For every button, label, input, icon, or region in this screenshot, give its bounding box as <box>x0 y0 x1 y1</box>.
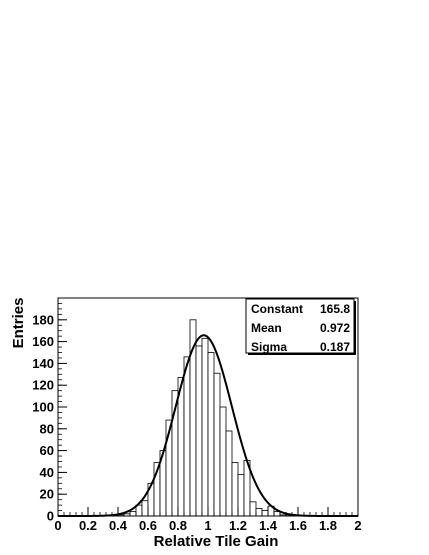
x-tick-label: 0.8 <box>169 518 187 533</box>
x-tick-label: 0 <box>54 518 61 533</box>
stats-value: 165.8 <box>320 302 350 316</box>
x-tick-label: 0.6 <box>139 518 157 533</box>
stats-value: 0.972 <box>320 321 350 335</box>
histogram-bin <box>220 407 226 516</box>
histogram-bin <box>232 463 238 516</box>
histogram-bin <box>184 357 190 516</box>
histogram-bin <box>238 475 244 516</box>
x-tick-label: 0.2 <box>79 518 97 533</box>
x-tick-label: 1.8 <box>319 518 337 533</box>
y-axis: 0 20 40 60 80 100 120 140 160 180 <box>32 298 67 524</box>
stats-value: 0.187 <box>320 340 350 354</box>
y-tick-label: 20 <box>40 487 54 502</box>
histogram-bin <box>202 338 208 516</box>
x-tick-label: 0.4 <box>109 518 128 533</box>
histogram-bin <box>208 353 214 517</box>
histogram-bin <box>130 512 136 516</box>
stats-label: Constant <box>251 302 303 316</box>
y-tick-label: 180 <box>32 312 54 327</box>
stats-label: Sigma <box>251 340 287 354</box>
y-tick-label: 100 <box>32 400 54 415</box>
histogram-bin <box>142 501 148 516</box>
histogram-bin <box>250 502 256 516</box>
x-tick-label: 1 <box>204 518 211 533</box>
x-axis: 0 0.2 0.4 0.6 0.8 1 1.2 1.4 1.6 1.8 2 <box>54 507 361 533</box>
y-tick-label: 140 <box>32 356 54 371</box>
y-tick-label: 40 <box>40 465 54 480</box>
x-tick-label: 1.4 <box>259 518 278 533</box>
histogram-bin <box>262 511 268 516</box>
histogram-bin <box>256 508 262 516</box>
histogram-bin <box>226 431 232 516</box>
x-tick-label: 2 <box>354 518 361 533</box>
x-axis-title: Relative Tile Gain <box>154 533 279 550</box>
histogram-bin <box>196 346 202 516</box>
y-axis-title: Entries <box>10 298 27 349</box>
y-tick-label: 120 <box>32 378 54 393</box>
y-tick-label: 160 <box>32 334 54 349</box>
histogram-bin <box>178 378 184 516</box>
x-tick-label: 1.6 <box>289 518 307 533</box>
y-tick-label: 0 <box>47 509 54 524</box>
x-tick-label: 1.2 <box>229 518 247 533</box>
histogram-bin <box>214 373 220 516</box>
histogram-bin <box>274 512 280 516</box>
stats-label: Mean <box>251 321 282 335</box>
y-tick-label: 80 <box>40 421 54 436</box>
y-tick-label: 60 <box>40 443 54 458</box>
fit-stats-box: Constant 165.8 Mean 0.972 Sigma 0.187 <box>246 299 356 355</box>
